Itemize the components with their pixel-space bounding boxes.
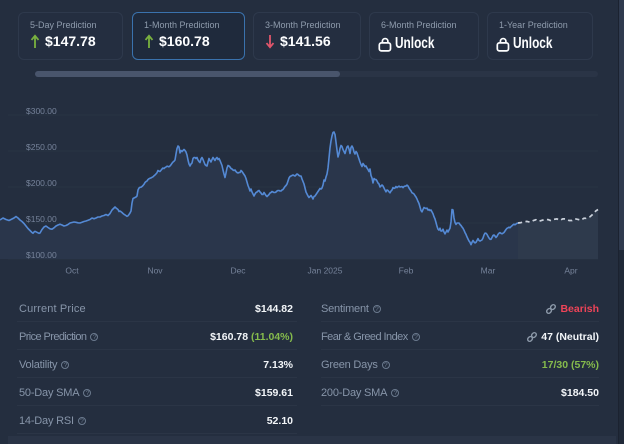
svg-text:$150.00: $150.00 [26,214,57,224]
svg-text:$100.00: $100.00 [26,250,57,260]
svg-text:Apr: Apr [564,266,577,276]
svg-text:Mar: Mar [481,266,496,276]
svg-text:$250.00: $250.00 [26,142,57,152]
svg-text:Dec: Dec [230,266,246,276]
svg-text:Feb: Feb [399,266,414,276]
svg-text:Oct: Oct [65,266,79,276]
svg-text:$200.00: $200.00 [26,178,57,188]
svg-text:$300.00: $300.00 [26,106,57,116]
svg-text:Nov: Nov [147,266,163,276]
svg-text:Jan 2025: Jan 2025 [308,266,343,276]
